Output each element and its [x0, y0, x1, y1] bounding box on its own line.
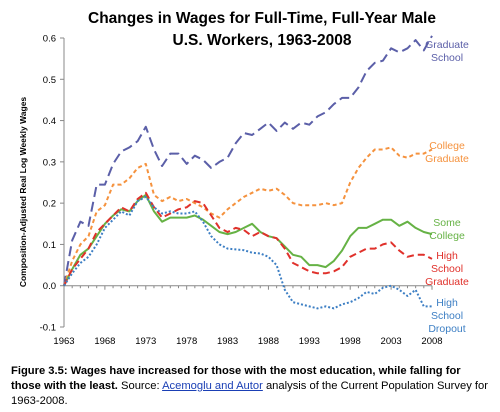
- series-line-high-school-dropout: [63, 195, 432, 310]
- figure-caption: Figure 3.5: Wages have increased for tho…: [11, 364, 493, 409]
- x-tick-label: 1973: [135, 336, 156, 347]
- y-tick-label: -0.1: [40, 323, 56, 334]
- series-label-high-school-dropout: High: [436, 297, 458, 309]
- chart-figure: Changes in Wages for Full-Time, Full-Yea…: [18, 10, 469, 348]
- series-label-graduate-school: Graduate: [425, 39, 469, 51]
- y-tick-label: 0.0: [43, 281, 56, 292]
- y-tick-label: 0.1: [43, 240, 56, 251]
- series-labels: GraduateSchoolCollegeGraduateSomeCollege…: [425, 39, 469, 335]
- series-label-high-school-graduate: High: [436, 250, 458, 262]
- x-tick-label: 1978: [176, 336, 197, 347]
- series-line-high-school-graduate: [63, 191, 433, 287]
- y-tick-label: 0.2: [43, 199, 56, 210]
- series-label-high-school-dropout: School: [431, 310, 463, 322]
- series-line-college-graduate: [63, 146, 433, 287]
- axes: [60, 37, 433, 328]
- series-label-high-school-graduate: Graduate: [425, 276, 469, 288]
- series-lines: [63, 35, 433, 310]
- x-tick-label: 2003: [381, 336, 402, 347]
- x-tick-label: 2008: [421, 336, 442, 347]
- x-tick-label: 1993: [299, 336, 320, 347]
- series-label-graduate-school: School: [431, 52, 463, 64]
- y-tick-label: 0.6: [43, 34, 56, 45]
- caption-figure-label: Figure 3.5: Wages have increased for tho…: [11, 365, 461, 392]
- series-label-college-graduate: Graduate: [425, 153, 469, 165]
- source-link[interactable]: Acemoglu and Autor: [162, 380, 263, 392]
- chart-title-line-2: U.S. Workers, 1963-2008: [173, 32, 352, 49]
- x-tick-label: 1963: [53, 336, 74, 347]
- series-line-graduate-school: [63, 35, 433, 286]
- x-tick-label: 1988: [258, 336, 279, 347]
- y-tick-label: 0.4: [43, 116, 56, 127]
- series-label-high-school-dropout: Dropout: [428, 323, 465, 335]
- series-label-college-graduate: College: [429, 140, 465, 152]
- x-tick-label: 1968: [94, 336, 115, 347]
- series-label-high-school-graduate: School: [431, 263, 463, 275]
- tick-labels: -0.1 0.0 0.1 0.2 0.3 0.4 0.5 0.6 1963 1968 1973 197…: [40, 34, 443, 348]
- y-tick-label: 0.3: [43, 157, 56, 168]
- y-tick-label: 0.5: [43, 75, 56, 86]
- y-axis-label: Composition-Adjusted Real Log Weekly Wag…: [18, 97, 28, 288]
- series-label-some-college: College: [429, 230, 465, 242]
- x-tick-label: 1983: [217, 336, 238, 347]
- x-tick-label: 1998: [340, 336, 361, 347]
- caption-source-suffix: analysis of the Current Population Surve…: [11, 380, 488, 407]
- series-line-some-college: [63, 193, 433, 287]
- chart-title-line-1: Changes in Wages for Full-Time, Full-Yea…: [88, 10, 436, 27]
- series-label-some-college: Some: [433, 217, 461, 229]
- caption-source-prefix: Source:: [117, 380, 163, 392]
